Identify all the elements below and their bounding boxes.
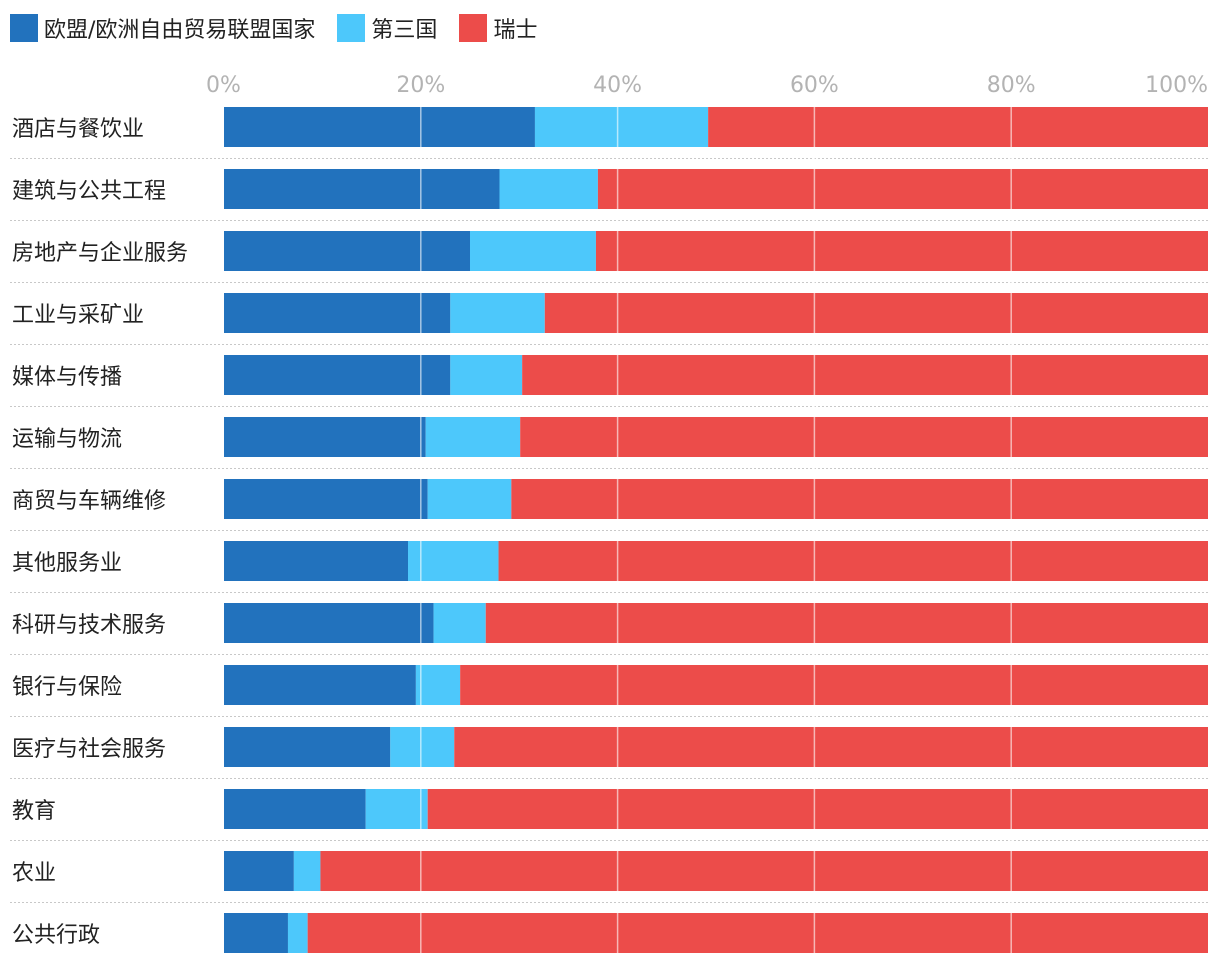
bar-segment [365, 789, 428, 829]
bar-segment [433, 603, 486, 643]
bar-segment [293, 851, 321, 891]
x-tick-label: 0% [206, 73, 241, 98]
category-label: 教育 [12, 799, 56, 824]
bar-segment [224, 851, 294, 891]
category-label: 其他服务业 [12, 551, 122, 576]
legend-label-eu-efta: 欧盟/欧洲自由贸易联盟国家 [44, 18, 316, 43]
bar-segment [427, 479, 512, 519]
bar-segment [224, 479, 428, 519]
category-label: 媒体与传播 [12, 365, 122, 390]
bar-segment [544, 293, 1208, 333]
category-label: 农业 [12, 861, 56, 886]
bar-segment [511, 479, 1208, 519]
bar-segment [450, 355, 523, 395]
x-tick-label: 40% [593, 73, 642, 98]
bar-segment [595, 231, 1208, 271]
bar-segment [408, 541, 499, 581]
bar-segment [708, 107, 1208, 147]
bar-segment [224, 603, 434, 643]
x-tick-label: 20% [396, 73, 445, 98]
bar-segment [460, 665, 1208, 705]
bar-segment [224, 913, 288, 953]
category-label: 运输与物流 [12, 427, 122, 452]
bar-segment [224, 417, 426, 457]
category-label: 科研与技术服务 [12, 613, 166, 638]
category-label: 房地产与企业服务 [12, 241, 188, 266]
x-tick-label: 80% [987, 73, 1036, 98]
bar-segment [427, 789, 1208, 829]
legend-swatch-eu-efta [10, 14, 38, 42]
bar-segment [287, 913, 308, 953]
legend-label-switzerland: 瑞士 [493, 18, 538, 43]
bar-segment [415, 665, 461, 705]
bar-segment [534, 107, 709, 147]
x-tick-label: 60% [790, 73, 839, 98]
category-label: 工业与采矿业 [12, 303, 144, 328]
bar-segment [485, 603, 1208, 643]
bar-segment [224, 665, 416, 705]
bar-segment [224, 169, 500, 209]
bar-segment [224, 541, 409, 581]
legend-label-third-country: 第三国 [371, 18, 438, 43]
legend-item-switzerland[interactable]: 瑞士 [459, 12, 537, 44]
bar-segment [597, 169, 1208, 209]
category-label: 医疗与社会服务 [12, 737, 166, 762]
bar-segment [499, 169, 598, 209]
bar-segment [224, 727, 391, 767]
bar-segment [450, 293, 545, 333]
x-tick-label: 100% [1145, 73, 1208, 98]
bar-segment [224, 355, 451, 395]
bar-segment [224, 107, 535, 147]
bar-segment [224, 293, 451, 333]
bar-segment [307, 913, 1208, 953]
bar-segment [454, 727, 1209, 767]
legend: 欧盟/欧洲自由贸易联盟国家 第三国 瑞士 [10, 10, 559, 46]
legend-swatch-switzerland [459, 14, 488, 42]
bar-segment [224, 231, 470, 271]
bar-segment [224, 789, 366, 829]
bar-segment [425, 417, 521, 457]
bar-segment [498, 541, 1208, 581]
bar-segment [522, 355, 1208, 395]
category-label: 商贸与车辆维修 [12, 489, 166, 514]
category-label: 建筑与公共工程 [12, 179, 166, 204]
category-label: 银行与保险 [12, 675, 122, 700]
bar-segment [520, 417, 1208, 457]
bar-segment [470, 231, 596, 271]
bar-segment [390, 727, 455, 767]
bar-segment [320, 851, 1208, 891]
category-label: 酒店与餐饮业 [12, 117, 144, 142]
legend-swatch-third-country [337, 14, 366, 42]
legend-item-third-country[interactable]: 第三国 [337, 12, 437, 44]
category-label: 公共行政 [12, 923, 100, 948]
legend-item-eu-efta[interactable]: 欧盟/欧洲自由贸易联盟国家 [10, 12, 315, 44]
